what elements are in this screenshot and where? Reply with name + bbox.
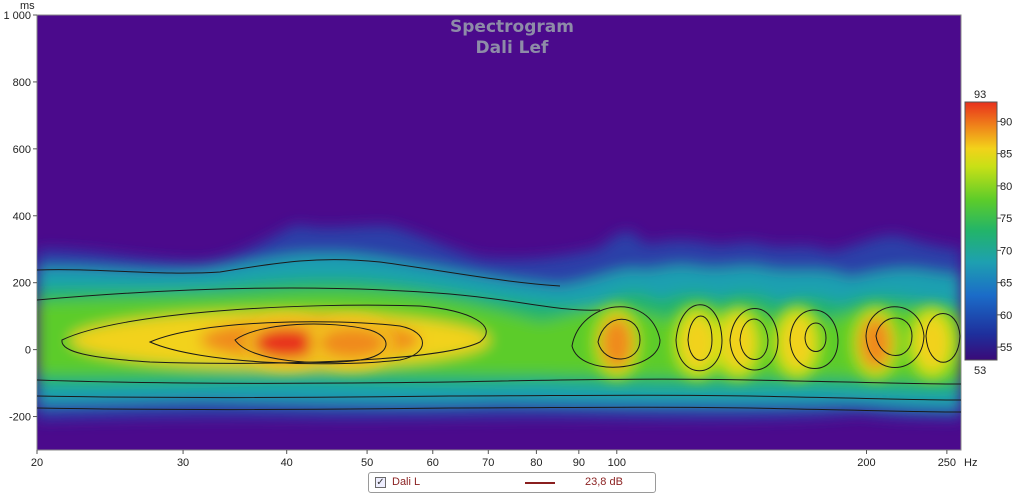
series-visibility-checkbox[interactable]: ✓ bbox=[375, 477, 386, 488]
hot-spot bbox=[781, 316, 814, 369]
x-tick-label: 70 bbox=[482, 457, 494, 469]
hot-spot bbox=[916, 316, 949, 369]
y-tick-label: 200 bbox=[13, 278, 31, 290]
colorbar-tick-label: 85 bbox=[1000, 149, 1012, 161]
hot-spot bbox=[600, 316, 633, 369]
legend: ✓ Dali L 23,8 dB bbox=[368, 472, 656, 493]
hot-spot bbox=[252, 326, 321, 359]
hot-spot bbox=[721, 316, 754, 369]
hot-spot bbox=[859, 316, 892, 369]
x-tick-label: 50 bbox=[361, 457, 373, 469]
colorbar-max-label: 93 bbox=[974, 89, 986, 101]
chart-title: Spectrogram bbox=[450, 17, 574, 37]
colorbar-tick-label: 70 bbox=[1000, 245, 1012, 257]
x-axis: 20 30 40 50 60 70 80 90 100 200 250 bbox=[31, 450, 956, 469]
contour-lines bbox=[37, 259, 961, 413]
y-tick-label: 800 bbox=[13, 77, 31, 89]
y-tick-label: -200 bbox=[9, 412, 31, 424]
colorbar-tick-label: 90 bbox=[1000, 116, 1012, 128]
heatmap-layer bbox=[37, 224, 961, 420]
colorbar-tick-label: 80 bbox=[1000, 181, 1012, 193]
x-tick-label: 200 bbox=[857, 457, 875, 469]
x-tick-label: 80 bbox=[530, 457, 542, 469]
x-tick-label: 20 bbox=[31, 457, 43, 469]
x-tick-label: 100 bbox=[608, 457, 626, 469]
colorbar-tick-label: 55 bbox=[1000, 342, 1012, 354]
y-unit-label: ms bbox=[20, 0, 35, 12]
chart-subtitle: Dali Lef bbox=[476, 38, 550, 58]
legend-series-value: 23,8 dB bbox=[585, 476, 623, 488]
legend-series-name: Dali L bbox=[392, 476, 421, 488]
x-tick-label: 30 bbox=[177, 457, 189, 469]
y-axis: 1 000 800 600 400 200 0 -200 bbox=[3, 10, 37, 424]
hot-spot bbox=[681, 316, 714, 369]
x-tick-label: 250 bbox=[938, 457, 956, 469]
x-unit-label: Hz bbox=[964, 457, 977, 469]
colorbar-min-label: 53 bbox=[974, 365, 986, 377]
x-tick-label: 40 bbox=[281, 457, 293, 469]
y-tick-label: 600 bbox=[13, 144, 31, 156]
x-tick-label: 90 bbox=[573, 457, 585, 469]
y-tick-label: 1 000 bbox=[3, 10, 31, 22]
colorbar-ticks: 55 60 65 70 75 80 85 90 bbox=[997, 116, 1012, 354]
hot-spot bbox=[318, 326, 387, 359]
x-tick-label: 60 bbox=[427, 457, 439, 469]
legend-series-swatch bbox=[525, 482, 555, 484]
y-tick-label: 0 bbox=[25, 345, 31, 357]
colorbar-tick-label: 75 bbox=[1000, 213, 1012, 225]
y-tick-label: 400 bbox=[13, 211, 31, 223]
colorbar-tick-label: 60 bbox=[1000, 310, 1012, 322]
colorbar-tick-label: 65 bbox=[1000, 278, 1012, 290]
colorbar bbox=[964, 101, 998, 361]
